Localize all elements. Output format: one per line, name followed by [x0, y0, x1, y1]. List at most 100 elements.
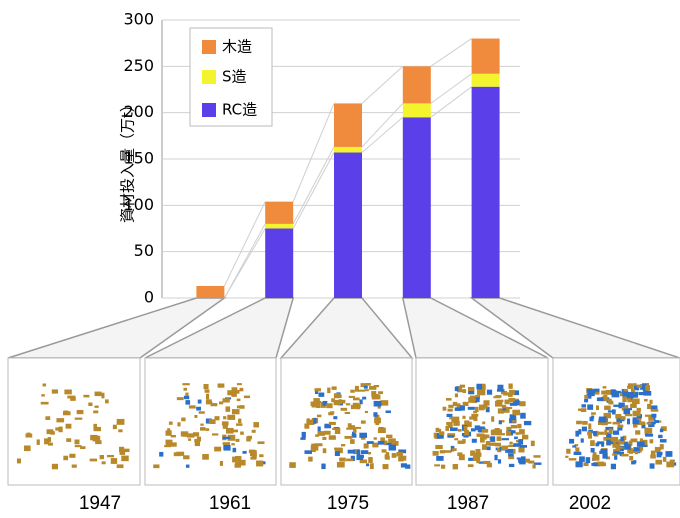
building: [225, 406, 230, 411]
building: [469, 416, 476, 419]
building: [624, 444, 630, 450]
building: [118, 429, 122, 432]
building: [476, 433, 484, 436]
y-tick-label: 300: [123, 10, 154, 29]
building: [167, 428, 170, 434]
building: [494, 455, 497, 460]
building: [433, 451, 439, 456]
building: [231, 387, 237, 392]
building: [316, 401, 321, 403]
building: [83, 395, 89, 398]
building: [449, 417, 454, 419]
building: [575, 461, 582, 467]
building: [464, 420, 469, 424]
building: [657, 452, 662, 458]
building: [37, 439, 40, 445]
building: [380, 437, 385, 441]
building: [77, 410, 84, 414]
building: [252, 453, 257, 459]
building: [323, 448, 327, 453]
building: [665, 451, 672, 457]
building: [472, 439, 477, 443]
building: [361, 420, 366, 423]
building: [497, 385, 503, 390]
building: [202, 454, 209, 460]
building: [635, 430, 640, 434]
building: [502, 408, 505, 410]
building: [318, 392, 324, 396]
building: [164, 445, 170, 447]
building: [105, 399, 109, 403]
building: [622, 396, 626, 402]
building: [647, 404, 651, 409]
building: [335, 451, 340, 456]
building: [236, 439, 240, 442]
building: [205, 390, 210, 393]
building: [611, 390, 617, 395]
building: [532, 464, 535, 468]
building: [121, 456, 128, 462]
building: [206, 428, 210, 431]
building: [522, 435, 528, 440]
building: [44, 438, 49, 444]
building: [197, 437, 201, 442]
building: [578, 409, 582, 411]
legend-swatch: [202, 40, 216, 54]
bar-segment: [403, 66, 431, 103]
building: [94, 427, 101, 431]
building: [52, 464, 58, 469]
building: [608, 410, 616, 412]
building: [75, 445, 82, 447]
building: [374, 385, 379, 387]
building: [364, 386, 368, 389]
x-tick-label: 2002: [569, 493, 611, 514]
building: [177, 422, 180, 426]
building: [657, 448, 661, 450]
building: [450, 428, 458, 432]
building: [193, 432, 199, 436]
building: [613, 405, 619, 407]
building: [242, 451, 246, 454]
building: [107, 455, 114, 457]
y-tick-label: 250: [123, 56, 154, 75]
building: [307, 418, 310, 422]
building: [70, 397, 76, 401]
building: [100, 455, 104, 459]
building: [459, 454, 465, 460]
building: [633, 383, 636, 386]
building: [398, 457, 404, 461]
building: [593, 452, 597, 455]
building: [516, 432, 520, 435]
legend-swatch: [202, 70, 216, 84]
building: [627, 398, 631, 402]
building: [333, 416, 337, 419]
building: [623, 409, 630, 414]
panels: [8, 358, 680, 485]
building: [256, 461, 263, 467]
building: [587, 404, 593, 409]
building: [658, 435, 662, 438]
bar-segment: [472, 74, 500, 87]
building: [346, 459, 353, 462]
building: [637, 385, 642, 388]
building: [321, 464, 325, 470]
building: [181, 418, 185, 422]
building: [627, 392, 634, 398]
building: [518, 439, 523, 445]
building: [177, 397, 184, 400]
building: [597, 398, 603, 401]
building: [447, 414, 453, 417]
building: [613, 431, 619, 435]
building: [489, 443, 496, 446]
building: [663, 457, 666, 462]
building: [218, 383, 225, 387]
building: [350, 390, 355, 393]
building: [434, 464, 440, 466]
building: [318, 426, 321, 431]
building: [47, 429, 54, 434]
building: [591, 448, 595, 453]
building: [253, 422, 259, 427]
building: [607, 422, 612, 424]
building: [581, 438, 584, 442]
building: [439, 431, 444, 435]
